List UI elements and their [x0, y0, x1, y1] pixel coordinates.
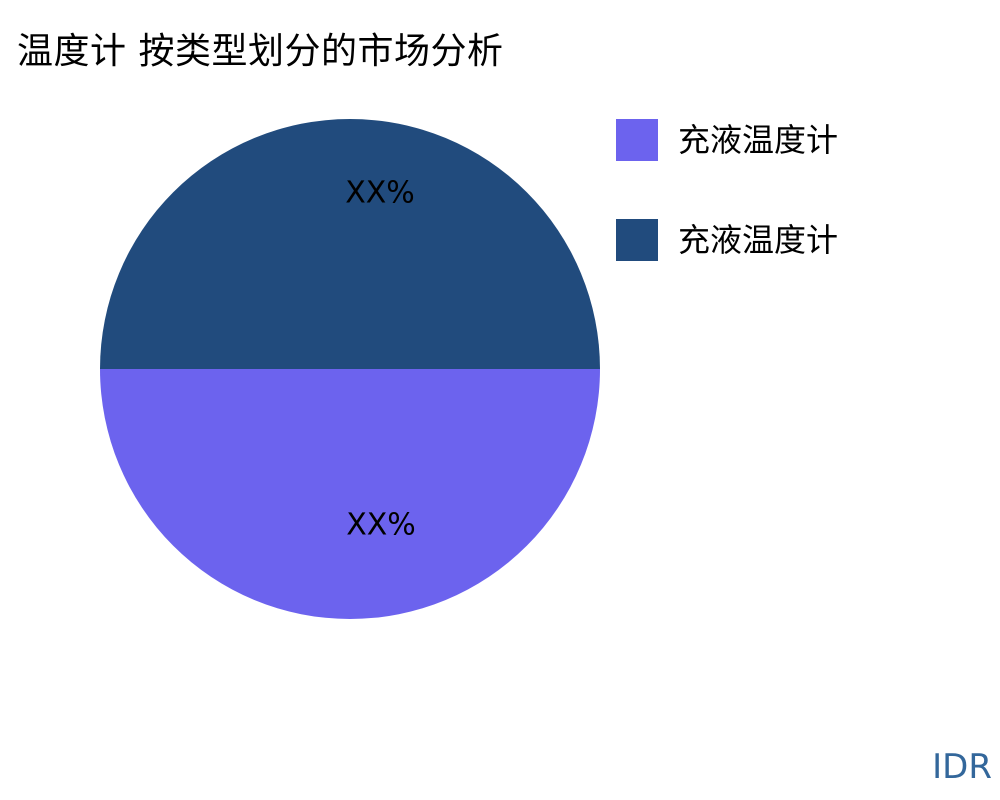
legend-item-label: 充液温度计: [678, 121, 839, 159]
legend-swatch-icon: [616, 119, 658, 161]
legend-item-label: 充液温度计: [678, 221, 839, 259]
pie-slice-top: [100, 119, 600, 369]
legend-swatch-icon: [616, 219, 658, 261]
currency-label: IDR: [932, 747, 992, 787]
pie-slice-label-top: XX%: [345, 175, 415, 211]
legend: 充液温度计 充液温度计: [616, 119, 838, 261]
legend-item: 充液温度计: [616, 219, 838, 261]
pie-slice-label-bottom: XX%: [346, 507, 416, 543]
chart-title: 温度计 按类型划分的市场分析: [17, 31, 504, 72]
pie-slice-bottom: [100, 369, 600, 619]
legend-item: 充液温度计: [616, 119, 838, 161]
